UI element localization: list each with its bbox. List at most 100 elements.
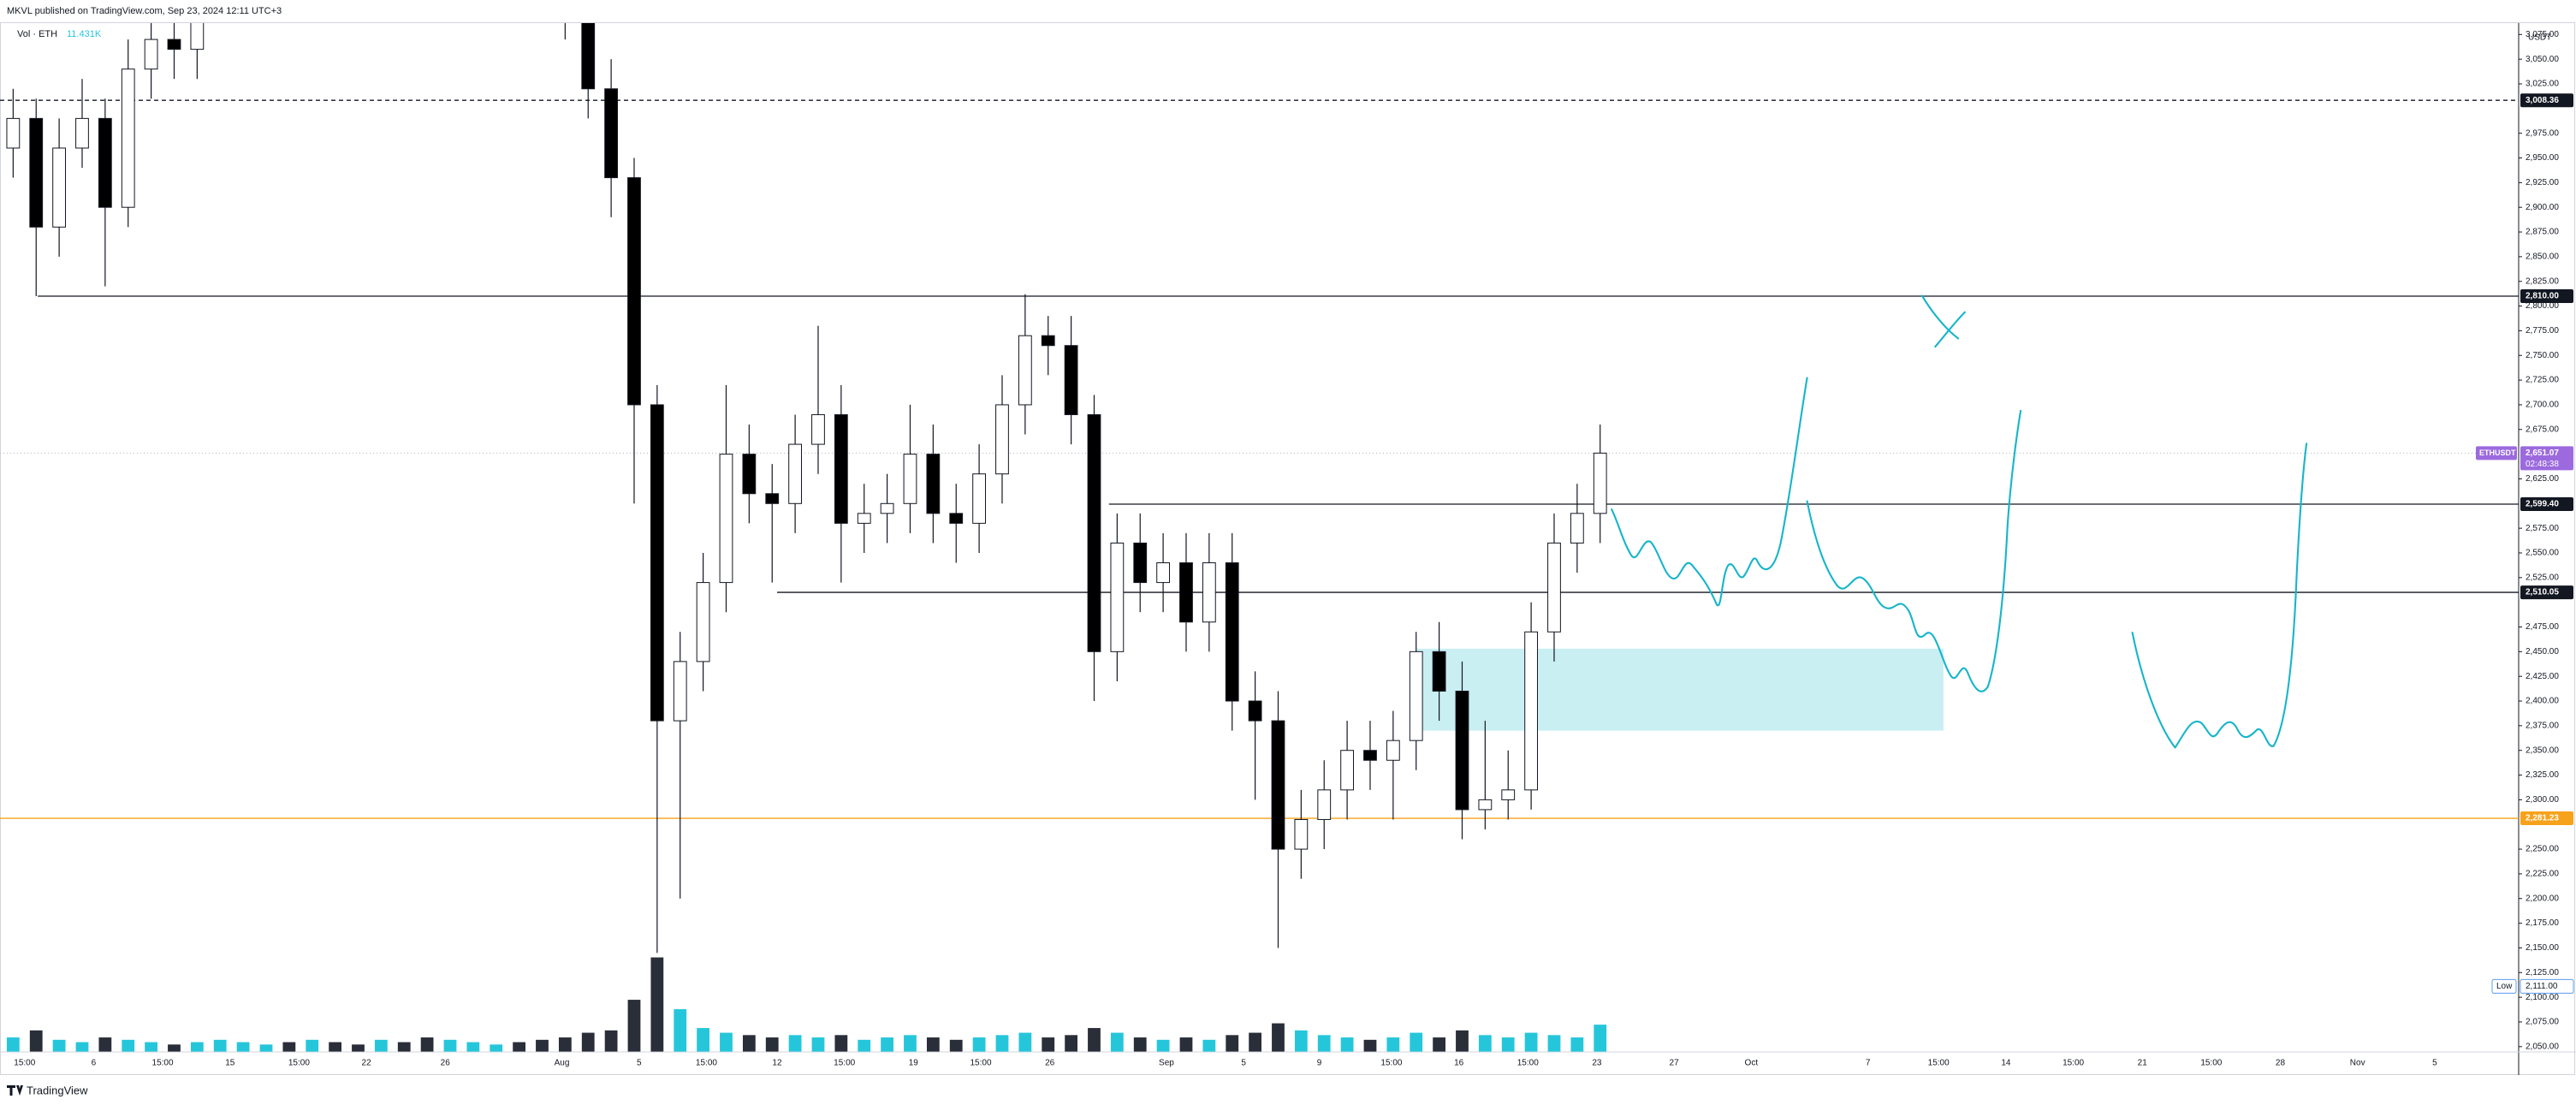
candle-body [719,454,733,584]
volume-bar [1594,1025,1607,1052]
candle-body [1271,720,1285,850]
y-tick-label: 2,200.00 [2526,894,2559,903]
x-tick-label: 15:00 [696,1059,717,1068]
volume-bar [1202,1039,1216,1052]
x-tick-label: 23 [1592,1059,1602,1068]
volume-bar [1133,1037,1147,1052]
candle-body [1455,690,1469,811]
countdown-label: 02:48:38 [2526,460,2559,469]
candle-body [75,117,89,149]
x-tick-label: 21 [2138,1059,2148,1068]
candle-body [1064,345,1078,415]
volume-bar [1547,1035,1561,1052]
candle-body [1570,513,1584,544]
candle-body [673,661,687,722]
price-tag-label: 2,510.05 [2526,588,2559,597]
x-tick-label: 15:00 [2063,1059,2084,1068]
price-tag [2520,585,2573,600]
x-tick-label: 22 [362,1059,372,1068]
x-tick-label: 15:00 [152,1059,174,1068]
volume-bar [352,1044,365,1052]
y-tick-label: 2,925.00 [2526,178,2559,187]
x-tick-label: 6 [92,1059,97,1068]
volume-bar [6,1037,20,1052]
volume-bar [1110,1032,1124,1052]
y-tick-label: 2,125.00 [2526,968,2559,977]
x-tick-label: 12 [772,1059,782,1068]
volume-bar [995,1035,1009,1052]
volume-bar [1226,1035,1239,1052]
volume-bar [1042,1037,1055,1052]
candle-body [1248,700,1262,722]
y-tick-label: 3,075.00 [2526,30,2559,39]
y-tick-label: 2,300.00 [2526,795,2559,805]
volume-bar [98,1037,112,1052]
candle-body [926,454,941,514]
candle-body [1501,789,1516,800]
candle-body [1294,818,1309,850]
x-tick-label: 19 [909,1059,919,1068]
y-tick-label: 2,875.00 [2526,228,2559,237]
x-tick-label: 16 [1454,1059,1464,1068]
y-tick-label: 2,575.00 [2526,524,2559,533]
candle-body [857,513,871,524]
volume-bar [1433,1037,1445,1052]
y-tick-label: 2,675.00 [2526,425,2559,434]
y-tick-label: 2,050.00 [2526,1042,2559,1051]
volume-bar [1524,1032,1538,1052]
candle-body [1386,740,1400,761]
y-tick-label: 2,750.00 [2526,351,2559,360]
y-tick-label: 2,625.00 [2526,474,2559,484]
y-tick-label: 2,800.00 [2526,301,2559,311]
y-tick-label: 2,475.00 [2526,622,2559,632]
volume-bar [788,1035,802,1052]
volume-bar [329,1042,341,1052]
brand-logo [7,1085,23,1096]
y-tick-label: 2,150.00 [2526,943,2559,953]
volume-bar [75,1042,89,1052]
currency-label: USDT [2528,33,2551,43]
candle-body [880,502,894,514]
candle-body [121,68,135,208]
volume-bar [1478,1035,1492,1052]
price-tag [2520,93,2573,108]
drawing-path [1806,409,2022,692]
price-tag-label: 2,111.00 [2526,982,2558,991]
y-tick-label: 3,025.00 [2526,80,2559,89]
volume-bar [765,1037,779,1052]
volume-bar [466,1042,480,1052]
candle-body [581,23,596,90]
volume-bar [236,1042,250,1052]
volume-legend-name: Vol · ETH [17,29,57,39]
price-tag [2520,446,2573,471]
candle-body [29,117,44,228]
volume-bar [1340,1037,1354,1052]
candle-body [604,88,618,179]
volume-bar [282,1042,296,1052]
volume-bar [1294,1030,1308,1052]
volume-bar [29,1030,43,1052]
x-tick-label: 15:00 [834,1059,855,1068]
low-tag [2491,978,2517,994]
volume-bar [490,1044,503,1052]
candle-body [1156,562,1170,584]
volume-bar [443,1039,457,1052]
x-tick-label: 5 [2432,1059,2437,1068]
candle-body [98,117,112,208]
candle-body [1225,562,1239,702]
x-tick-label: 15:00 [1517,1059,1539,1068]
volume-bar [1088,1028,1101,1052]
y-tick-label: 2,950.00 [2526,153,2559,163]
y-tick-label: 2,975.00 [2526,128,2559,138]
symbol-tag [2476,446,2517,460]
y-tick-label: 2,525.00 [2526,573,2559,582]
plot-area [0,23,2519,1052]
drawing-path [2131,443,2308,749]
y-tick-label: 2,450.00 [2526,647,2559,656]
volume-bar [1456,1030,1469,1052]
candle-body [834,413,848,524]
candle-body [949,513,964,524]
drawings [1611,294,2308,749]
x-tick-label: Oct [1745,1059,1759,1068]
